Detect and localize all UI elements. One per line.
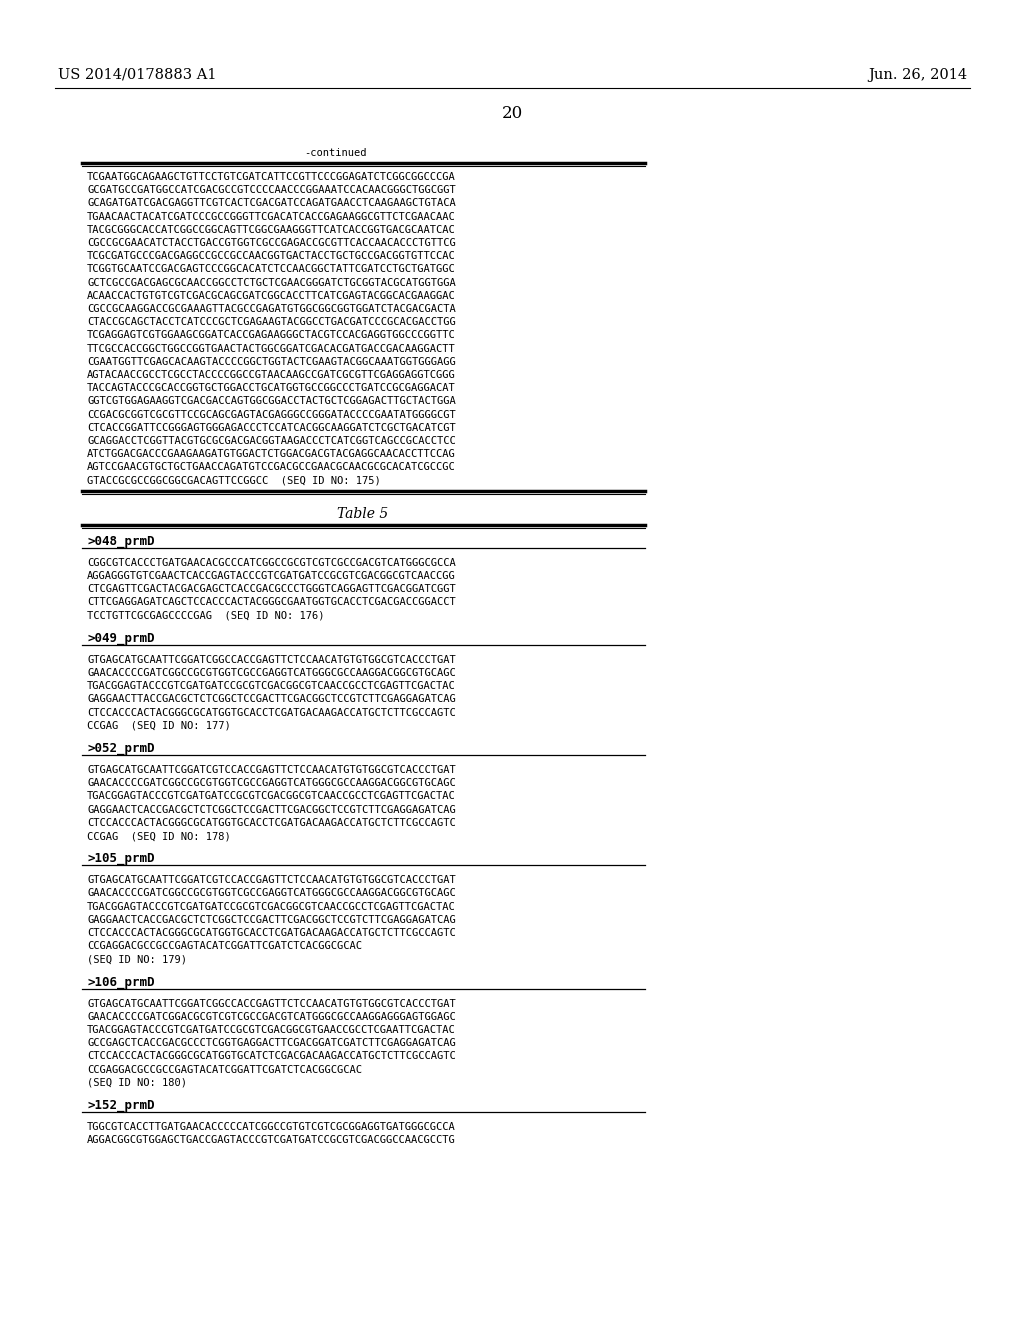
Text: CGGCGTCACCCTGATGAACACGCCCATCGGCCGCGTCGTCGCCGACGTCATGGGCGCCA: CGGCGTCACCCTGATGAACACGCCCATCGGCCGCGTCGTC…	[87, 558, 456, 568]
Text: GTGAGCATGCAATTCGGATCGTCCACCGAGTTCTCCAACATGTGTGGCGTCACCCTGAT: GTGAGCATGCAATTCGGATCGTCCACCGAGTTCTCCAACA…	[87, 766, 456, 775]
Text: TGAACAACTACATCGATCCCGCCGGGTTCGACATCACCGAGAAGGCGTTCTCGAACAAC: TGAACAACTACATCGATCCCGCCGGGTTCGACATCACCGA…	[87, 211, 456, 222]
Text: Jun. 26, 2014: Jun. 26, 2014	[868, 69, 967, 82]
Text: >105_prmD: >105_prmD	[87, 853, 155, 865]
Text: CCGAGGACGCCGCCGAGTACATCGGATTCGATCTCACGGCGCAC: CCGAGGACGCCGCCGAGTACATCGGATTCGATCTCACGGC…	[87, 941, 362, 952]
Text: GGTCGTGGAGAAGGTCGACGACCAGTGGCGGACCTACTGCTCGGAGACTTGCTACTGGA: GGTCGTGGAGAAGGTCGACGACCAGTGGCGGACCTACTGC…	[87, 396, 456, 407]
Text: GCAGATGATCGACGAGGTTCGTCACTCGACGATCCAGATGAACCTCAAGAAGCTGTACA: GCAGATGATCGACGAGGTTCGTCACTCGACGATCCAGATG…	[87, 198, 456, 209]
Text: GAACACCCCGATCGGCCGCGTGGTCGCCGAGGTCATGGGCGCCAAGGACGGCGTGCAGC: GAACACCCCGATCGGCCGCGTGGTCGCCGAGGTCATGGGC…	[87, 668, 456, 678]
Text: CCGAG  (SEQ ID NO: 178): CCGAG (SEQ ID NO: 178)	[87, 832, 230, 841]
Text: TCGCGATGCCCGACGAGGCCGCCGCCAACGGTGACTACCTGCTGCCGACGGTGTTCCAC: TCGCGATGCCCGACGAGGCCGCCGCCAACGGTGACTACCT…	[87, 251, 456, 261]
Text: GAGGAACTCACCGACGCTCTCGGCTCCGACTTCGACGGCTCCGTCTTCGAGGAGATCAG: GAGGAACTCACCGACGCTCTCGGCTCCGACTTCGACGGCT…	[87, 915, 456, 925]
Text: >048_prmD: >048_prmD	[87, 535, 155, 548]
Text: (SEQ ID NO: 179): (SEQ ID NO: 179)	[87, 954, 187, 965]
Text: CTCCACCCACTACGGGCGCATGGTGCATCTCGACGACAAGACCATGCTCTTCGCCAGTC: CTCCACCCACTACGGGCGCATGGTGCATCTCGACGACAAG…	[87, 1052, 456, 1061]
Text: TGACGGAGTACCCGTCGATGATCCGCGTCGACGGCGTCAACCGCCTCGAGTTCGACTAC: TGACGGAGTACCCGTCGATGATCCGCGTCGACGGCGTCAA…	[87, 681, 456, 692]
Text: TCGAGGAGTCGTGGAAGCGGATCACCGAGAAGGGCTACGTCCACGAGGTGGCCCGGTTC: TCGAGGAGTCGTGGAAGCGGATCACCGAGAAGGGCTACGT…	[87, 330, 456, 341]
Text: TGACGGAGTACCCGTCGATGATCCGCGTCGACGGCGTGAACCGCCTCGAATTCGACTAC: TGACGGAGTACCCGTCGATGATCCGCGTCGACGGCGTGAA…	[87, 1026, 456, 1035]
Text: CTTCGAGGAGATCAGCTCCACCCACTACGGGCGAATGGTGCACCTCGACGACCGGACCT: CTTCGAGGAGATCAGCTCCACCCACTACGGGCGAATGGTG…	[87, 598, 456, 607]
Text: ATCTGGACGACCCGAAGAAGATGTGGACTCTGGACGACGTACGAGGCAACACCTTCCAG: ATCTGGACGACCCGAAGAAGATGTGGACTCTGGACGACGT…	[87, 449, 456, 459]
Text: GAACACCCCGATCGGCCGCGTGGTCGCCGAGGTCATGGGCGCCAAGGACGGCGTGCAGC: GAACACCCCGATCGGCCGCGTGGTCGCCGAGGTCATGGGC…	[87, 779, 456, 788]
Text: >152_prmD: >152_prmD	[87, 1100, 155, 1111]
Text: US 2014/0178883 A1: US 2014/0178883 A1	[58, 69, 216, 82]
Text: AGTACAACCGCCTCGCCTACCCCGGCCGTAACAAGCCGATCGCGTTCGAGGAGGTCGGG: AGTACAACCGCCTCGCCTACCCCGGCCGTAACAAGCCGAT…	[87, 370, 456, 380]
Text: CGCCGCGAACATCTACCTGACCGTGGTCGCCGAGACCGCGTTCACCAACACCCTGTTCG: CGCCGCGAACATCTACCTGACCGTGGTCGCCGAGACCGCG…	[87, 238, 456, 248]
Text: CTCCACCCACTACGGGCGCATGGTGCACCTCGATGACAAGACCATGCTCTTCGCCAGTC: CTCCACCCACTACGGGCGCATGGTGCACCTCGATGACAAG…	[87, 928, 456, 939]
Text: GAGGAACTCACCGACGCTCTCGGCTCCGACTTCGACGGCTCCGTCTTCGAGGAGATCAG: GAGGAACTCACCGACGCTCTCGGCTCCGACTTCGACGGCT…	[87, 805, 456, 814]
Text: GCAGGACCTCGGTTACGTGCGCGACGACGGTAAGACCCTCATCGGTCAGCCGCACCTCC: GCAGGACCTCGGTTACGTGCGCGACGACGGTAAGACCCTC…	[87, 436, 456, 446]
Text: (SEQ ID NO: 180): (SEQ ID NO: 180)	[87, 1078, 187, 1088]
Text: GTGAGCATGCAATTCGGATCGGCCACCGAGTTCTCCAACATGTGTGGCGTCACCCTGAT: GTGAGCATGCAATTCGGATCGGCCACCGAGTTCTCCAACA…	[87, 655, 456, 665]
Text: CGCCGCAAGGACCGCGAAAGTTACGCCGAGATGTGGCGGCGGTGGATCTACGACGACTA: CGCCGCAAGGACCGCGAAAGTTACGCCGAGATGTGGCGGC…	[87, 304, 456, 314]
Text: TGGCGTCACCTTGATGAACACCCCCATCGGCCGTGTCGTCGCGGAGGTGATGGGCGCCA: TGGCGTCACCTTGATGAACACCCCCATCGGCCGTGTCGTC…	[87, 1122, 456, 1133]
Text: TCCTGTTCGCGAGCCCCGAG  (SEQ ID NO: 176): TCCTGTTCGCGAGCCCCGAG (SEQ ID NO: 176)	[87, 611, 325, 620]
Text: AGGAGGGTGTCGAACTCACCGAGTACCCGTCGATGATCCGCGTCGACGGCGTCAACCGG: AGGAGGGTGTCGAACTCACCGAGTACCCGTCGATGATCCG…	[87, 572, 456, 581]
Text: CTCCACCCACTACGGGCGCATGGTGCACCTCGATGACAAGACCATGCTCTTCGCCAGTC: CTCCACCCACTACGGGCGCATGGTGCACCTCGATGACAAG…	[87, 708, 456, 718]
Text: GAGGAACTTACCGACGCTCTCGGCTCCGACTTCGACGGCTCCGTCTTCGAGGAGATCAG: GAGGAACTTACCGACGCTCTCGGCTCCGACTTCGACGGCT…	[87, 694, 456, 705]
Text: CCGAGGACGCCGCCGAGTACATCGGATTCGATCTCACGGCGCAC: CCGAGGACGCCGCCGAGTACATCGGATTCGATCTCACGGC…	[87, 1065, 362, 1074]
Text: GTGAGCATGCAATTCGGATCGTCCACCGAGTTCTCCAACATGTGTGGCGTCACCCTGAT: GTGAGCATGCAATTCGGATCGTCCACCGAGTTCTCCAACA…	[87, 875, 456, 886]
Text: GCTCGCCGACGAGCGCAACCGGCCTCTGCTCGAACGGGATCTGCGGTACGCATGGTGGA: GCTCGCCGACGAGCGCAACCGGCCTCTGCTCGAACGGGAT…	[87, 277, 456, 288]
Text: TGACGGAGTACCCGTCGATGATCCGCGTCGACGGCGTCAACCGCCTCGAGTTCGACTAC: TGACGGAGTACCCGTCGATGATCCGCGTCGACGGCGTCAA…	[87, 792, 456, 801]
Text: AGTCCGAACGTGCTGCTGAACCAGATGTCCGACGCCGAACGCAACGCGCACATCGCCGC: AGTCCGAACGTGCTGCTGAACCAGATGTCCGACGCCGAAC…	[87, 462, 456, 473]
Text: TCGAATGGCAGAAGCTGTTCCTGTCGATCATTCCGTTCCCGGAGATCTCGGCGGCCCGA: TCGAATGGCAGAAGCTGTTCCTGTCGATCATTCCGTTCCC…	[87, 172, 456, 182]
Text: Table 5: Table 5	[337, 507, 389, 521]
Text: -continued: -continued	[304, 148, 367, 158]
Text: TGACGGAGTACCCGTCGATGATCCGCGTCGACGGCGTCAACCGCCTCGAGTTCGACTAC: TGACGGAGTACCCGTCGATGATCCGCGTCGACGGCGTCAA…	[87, 902, 456, 912]
Text: CTCGAGTTCGACTACGACGAGCTCACCGACGCCCTGGGTCAGGAGTTCGACGGATCGGT: CTCGAGTTCGACTACGACGAGCTCACCGACGCCCTGGGTC…	[87, 585, 456, 594]
Text: >049_prmD: >049_prmD	[87, 632, 155, 644]
Text: CTCCACCCACTACGGGCGCATGGTGCACCTCGATGACAAGACCATGCTCTTCGCCAGTC: CTCCACCCACTACGGGCGCATGGTGCACCTCGATGACAAG…	[87, 818, 456, 828]
Text: CCGAG  (SEQ ID NO: 177): CCGAG (SEQ ID NO: 177)	[87, 721, 230, 731]
Text: CGAATGGTTCGAGCACAAGTACCCCGGCTGGTACTCGAAGTACGGCAAATGGTGGGAGG: CGAATGGTTCGAGCACAAGTACCCCGGCTGGTACTCGAAG…	[87, 356, 456, 367]
Text: TTCGCCACCGGCTGGCCGGTGAACTACTGGCGGATCGACACGATGACCGACAAGGACTT: TTCGCCACCGGCTGGCCGGTGAACTACTGGCGGATCGACA…	[87, 343, 456, 354]
Text: >052_prmD: >052_prmD	[87, 742, 155, 755]
Text: TACGCGGGCACCATCGGCCGGCAGTTCGGCGAAGGGTTCATCACCGGTGACGCAATCAC: TACGCGGGCACCATCGGCCGGCAGTTCGGCGAAGGGTTCA…	[87, 224, 456, 235]
Text: CCGACGCGGTCGCGTTCCGCAGCGAGTACGAGGGCCGGGATACCCCGAATATGGGGCGT: CCGACGCGGTCGCGTTCCGCAGCGAGTACGAGGGCCGGGA…	[87, 409, 456, 420]
Text: GCGATGCCGATGGCCATCGACGCCGTCCCCAACCCGGAAATCCACAACGGGCTGGCGGT: GCGATGCCGATGGCCATCGACGCCGTCCCCAACCCGGAAA…	[87, 185, 456, 195]
Text: GTACCGCGCCGGCGGCGACAGTTCCGGCC  (SEQ ID NO: 175): GTACCGCGCCGGCGGCGACAGTTCCGGCC (SEQ ID NO…	[87, 475, 381, 486]
Text: ACAACCACTGTGTCGTCGACGCAGCGATCGGCACCTTCATCGAGTACGGCACGAAGGAC: ACAACCACTGTGTCGTCGACGCAGCGATCGGCACCTTCAT…	[87, 290, 456, 301]
Text: TACCAGTACCCGCACCGGTGCTGGACCTGCATGGTGCCGGCCCTGATCCGCGAGGACAT: TACCAGTACCCGCACCGGTGCTGGACCTGCATGGTGCCGG…	[87, 383, 456, 393]
Text: GCCGAGCTCACCGACGCCCTCGGTGAGGACTTCGACGGATCGATCTTCGAGGAGATCAG: GCCGAGCTCACCGACGCCCTCGGTGAGGACTTCGACGGAT…	[87, 1039, 456, 1048]
Text: GAACACCCCGATCGGCCGCGTGGTCGCCGAGGTCATGGGCGCCAAGGACGGCGTGCAGC: GAACACCCCGATCGGCCGCGTGGTCGCCGAGGTCATGGGC…	[87, 888, 456, 899]
Text: TCGGTGCAATCCGACGAGTCCCGGCACATCTCCAACGGCTATTCGATCCTGCTGATGGC: TCGGTGCAATCCGACGAGTCCCGGCACATCTCCAACGGCT…	[87, 264, 456, 275]
Text: GAACACCCCGATCGGACGCGTCGTCGCCGACGTCATGGGCGCCAAGGAGGGAGTGGAGC: GAACACCCCGATCGGACGCGTCGTCGCCGACGTCATGGGC…	[87, 1012, 456, 1022]
Text: 20: 20	[502, 106, 522, 121]
Text: CTACCGCAGCTACCTCATCCCGCTCGAGAAGTACGGCCTGACGATCCCGCACGACCTGG: CTACCGCAGCTACCTCATCCCGCTCGAGAAGTACGGCCTG…	[87, 317, 456, 327]
Text: GTGAGCATGCAATTCGGATCGGCCACCGAGTTCTCCAACATGTGTGGCGTCACCCTGAT: GTGAGCATGCAATTCGGATCGGCCACCGAGTTCTCCAACA…	[87, 999, 456, 1008]
Text: >106_prmD: >106_prmD	[87, 975, 155, 989]
Text: AGGACGGCGTGGAGCTGACCGAGTACCCGTCGATGATCCGCGTCGACGGCCAACGCCTG: AGGACGGCGTGGAGCTGACCGAGTACCCGTCGATGATCCG…	[87, 1135, 456, 1146]
Text: CTCACCGGATTCCGGGAGTGGGAGACCCTCCATCACGGCAAGGATCTCGCTGACATCGT: CTCACCGGATTCCGGGAGTGGGAGACCCTCCATCACGGCA…	[87, 422, 456, 433]
